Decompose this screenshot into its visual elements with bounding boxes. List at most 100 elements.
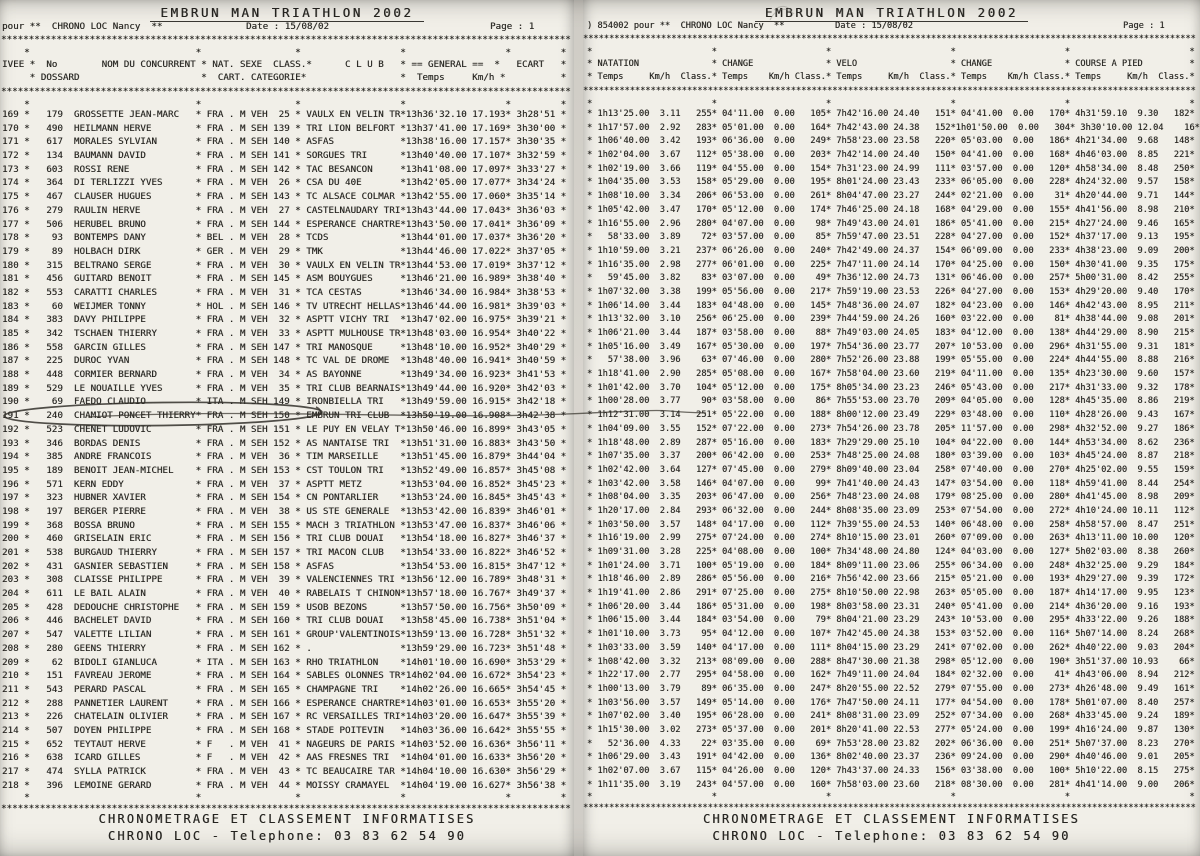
result-row-general: 205 * 428 DEDOUCHE CHRISTOPHE * FRA . M … (2, 601, 567, 613)
result-row-splits: * 1h05'42.00 3.47 170* 05'12.00 0.00 174… (587, 204, 1195, 215)
result-row-general: 200 * 460 GRISELAIN ERIC * FRA . M SEH 1… (2, 533, 567, 545)
result-row-general: 184 * 383 DAVY PHILIPPE * FRA . M VEH 32… (2, 314, 567, 326)
result-row-general: 189 * 529 LE NOUAILLE YVES * FRA . M VEH… (2, 382, 567, 394)
result-row-general: 214 * 507 DOYEN PHILIPPE * FRA . M SEH 1… (2, 724, 567, 736)
result-row-splits: * 1h07'35.00 3.37 200* 06'42.00 0.00 253… (587, 451, 1195, 462)
result-row-general: 208 * 280 GEENS THIERRY * FRA . M SEH 16… (2, 642, 567, 654)
column-separators: * * * * * * (2, 99, 567, 110)
result-row-splits: * 1h04'35.00 3.53 158* 05'29.00 0.00 195… (587, 177, 1195, 188)
result-row-general: 204 * 611 LE BAIL ALAIN * FRA . M VEH 40… (2, 588, 567, 600)
result-row-splits: * 1h18'46.00 2.89 286* 05'56.00 0.00 216… (587, 574, 1195, 585)
result-row-splits: * 1h12'31.00 3.14 251* 05'22.00 0.00 188… (587, 410, 1195, 421)
page-info-line: pour ** CHRONO LOC Nancy ** Date : 15/08… (0, 20, 574, 34)
result-row-splits: * 1h01'10.00 3.73 95* 04'12.00 0.00 107*… (587, 629, 1195, 640)
result-row-general: 198 * 197 BERGER PIERRE * FRA . M VEH 38… (2, 505, 567, 517)
result-row-splits: * 1h15'30.00 3.02 273* 05'37.00 0.00 201… (587, 724, 1195, 735)
race-title: EMBRUN MAN TRIATHLON 2002 (754, 5, 1029, 22)
table-border: ****************************************… (583, 86, 1196, 96)
table-border: ****************************************… (1, 86, 571, 97)
date-label: Date : 15/08/02 (246, 21, 329, 32)
page-right-split-times: EMBRUN MAN TRIATHLON 2002 ) 854002 pour … (583, 0, 1200, 856)
result-row-splits: * 1h09'31.00 3.28 225* 04'08.00 0.00 100… (587, 547, 1195, 557)
result-row-splits: * 1h17'57.00 2.92 283* 05'01.00 0.00 164… (587, 122, 1200, 133)
results-rows-splits: * 1h13'25.00 3.11 255* 04'11.00 0.00 105… (587, 108, 1200, 792)
result-row-splits: * 1h02'07.00 3.67 115* 04'26.00 0.00 120… (587, 766, 1195, 776)
result-row-general: 197 * 323 HUBNER XAVIER * FRA . M SEH 15… (2, 492, 567, 504)
results-rows-general: 169 * 179 GROSSETTE JEAN-MARC * FRA . M … (2, 108, 566, 792)
result-row-splits: * 1h04'09.00 3.55 152* 07'22.00 0.00 273… (587, 423, 1195, 434)
result-row-general: 193 * 346 BORDAS DENIS * FRA . M SEH 152… (2, 437, 567, 449)
result-row-splits: * 1h06'14.00 3.44 183* 04'48.00 0.00 145… (587, 300, 1195, 311)
result-row-splits: * 1h16'55.00 2.96 280* 04'07.00 0.00 98*… (587, 218, 1195, 229)
result-row-splits: * 1h02'19.00 3.66 119* 04'55.00 0.00 154… (587, 163, 1195, 174)
result-row-general: 207 * 547 VALETTE LILIAN * FRA . M SEH 1… (2, 629, 567, 641)
table-border: ****************************************… (1, 34, 571, 45)
result-row-splits: * 1h03'50.00 3.57 148* 04'17.00 0.00 112… (587, 519, 1195, 530)
result-row-general: 217 * 474 SYLLA PATRICK * FRA . M VEH 43… (2, 766, 567, 777)
result-row-general: 194 * 385 ANDRE FRANCOIS * FRA . M VEH 3… (2, 451, 567, 463)
result-row-splits: * 58'33.00 3.89 72* 03'57.00 0.00 85* 7h… (587, 232, 1195, 243)
result-row-splits: * 1h00'28.00 3.77 90* 03'58.00 0.00 86* … (587, 396, 1195, 407)
column-headers-line2: * Temps Km/h Class.* Temps Km/h Class.* … (587, 72, 1195, 82)
column-separators: * * * * * * (2, 792, 567, 803)
column-headers-line2: * DOSSARD * CART. CATEGORIE* * Temps Km/… (2, 72, 567, 83)
result-row-general: 218 * 396 LEMOINE GERARD * FRA . M VEH 4… (2, 779, 567, 791)
column-headers-line1: IVEE * No NOM DU CONCURRENT * NAT. SEXE … (2, 59, 567, 70)
result-row-splits: * 1h08'10.00 3.34 206* 06'53.00 0.00 261… (587, 191, 1195, 202)
result-row-splits: * 1h02'42.00 3.64 127* 07'45.00 0.00 279… (587, 464, 1195, 475)
result-row-general: 186 * 558 GARCIN GILLES * FRA . M SEH 14… (2, 341, 567, 353)
table-border: ****************************************… (583, 803, 1196, 813)
result-row-general: 201 * 538 BURGAUD THIERRY * FRA . M SEH … (2, 547, 567, 558)
result-row-general: 178 * 93 BONTEMPS DANY * BEL . M VEH 28 … (2, 232, 567, 244)
result-row-splits: * 1h06'15.00 3.44 184* 03'54.00 0.00 79*… (587, 615, 1195, 626)
corner-note: ) 854002 pour ** CHRONO LOC Nancy ** (587, 21, 785, 31)
result-row-general: 170 * 490 HEILMANN HERVE * FRA . M SEH 1… (2, 122, 567, 134)
page-number: Page : 1 (490, 21, 535, 32)
result-row-splits: * 1h16'35.00 2.98 277* 06'01.00 0.00 225… (587, 259, 1195, 270)
result-row-splits: * 1h07'32.00 3.38 199* 05'56.00 0.00 217… (587, 286, 1195, 297)
result-row-splits: * 1h07'02.00 3.40 195* 06'28.00 0.00 241… (587, 711, 1195, 722)
page-title: EMBRUN MAN TRIATHLON 2002 (0, 2, 574, 22)
result-row-splits: * 59'45.00 3.82 83* 03'07.00 0.00 49* 7h… (587, 273, 1195, 284)
result-row-general: 183 * 60 WEIJMER TONNY * HOL . M SEH 146… (2, 300, 567, 312)
result-row-splits: * 1h19'41.00 2.86 291* 07'25.00 0.00 275… (587, 588, 1195, 599)
table-border: ****************************************… (1, 803, 571, 814)
result-row-splits: * 1h06'29.00 3.43 191* 04'42.00 0.00 136… (587, 752, 1195, 763)
result-row-general: 169 * 179 GROSSETTE JEAN-MARC * FRA . M … (2, 109, 567, 120)
result-row-general: 181 * 456 GUITARD BENOIT * FRA . M SEH 1… (2, 273, 567, 285)
result-row-splits: * 1h06'21.00 3.44 187* 03'58.00 0.00 88*… (587, 328, 1195, 338)
result-row-general: 213 * 226 CHATELAIN OLIVIER * FRA . M SE… (2, 711, 567, 723)
result-row-general: 195 * 189 BENOIT JEAN-MICHEL * FRA . M S… (2, 464, 567, 476)
result-row-general: 215 * 652 TEYTAUT HERVE * F . M VEH 41 *… (2, 738, 567, 750)
result-row-splits: * 1h10'59.00 3.21 237* 06'26.00 0.00 240… (587, 245, 1195, 256)
result-row-general: 177 * 506 HERUBEL BRUNO * FRA . M SEH 14… (2, 218, 567, 230)
result-row-splits: * 1h06'40.00 3.42 193* 06'36.00 0.00 249… (587, 136, 1195, 147)
result-row-splits: * 1h05'16.00 3.49 167* 05'30.00 0.00 197… (587, 341, 1195, 352)
result-row-splits: * 1h01'42.00 3.70 104* 05'12.00 0.00 175… (587, 382, 1195, 393)
result-row-general: 172 * 134 BAUMANN DAVID * FRA . M SEH 14… (2, 150, 567, 162)
result-row-general: 180 * 315 BELTRANO SERGE * FRA . M VEH 3… (2, 259, 567, 271)
result-row-general: 174 * 364 DI TERLIZZI YVES * FRA . M VEH… (2, 177, 567, 189)
result-row-general: 212 * 288 PANNETIER LAURENT * FRA . M SE… (2, 697, 567, 709)
column-separators: * * * * * * (587, 99, 1195, 109)
result-row-general: 190 * 69 FAEDO CLAUDIO * ITA . M SEH 149… (2, 396, 567, 408)
result-row-splits: * 1h00'13.00 3.79 89* 06'35.00 0.00 247*… (587, 683, 1195, 694)
result-row-splits: * 1h20'17.00 2.84 293* 06'32.00 0.00 244… (587, 505, 1195, 516)
result-row-splits: * 57'38.00 3.96 63* 07'46.00 0.00 280* 7… (587, 355, 1195, 366)
result-row-splits: * 52'36.00 4.33 22* 03'35.00 0.00 69* 7h… (587, 738, 1195, 749)
result-row-general: 171 * 617 MORALES SYLVIAN * FRA . M SEH … (2, 136, 567, 148)
race-title: EMBRUN MAN TRIATHLON 2002 (150, 5, 424, 22)
result-row-general: 175 * 467 CLAUSER HUGUES * FRA . M SEH 1… (2, 191, 567, 203)
corner-note: pour ** CHRONO LOC Nancy ** (2, 21, 163, 32)
result-row-splits: * 1h03'56.00 3.57 149* 05'14.00 0.00 176… (587, 697, 1195, 708)
column-headers-line1: * NATATION * CHANGE * VELO * CHANGE * CO… (587, 59, 1195, 69)
result-row-splits: * 1h06'20.00 3.44 186* 05'31.00 0.00 198… (587, 601, 1195, 612)
column-separators: * * * * * * (587, 47, 1195, 57)
page-info-line: ) 854002 pour ** CHRONO LOC Nancy ** Dat… (583, 20, 1200, 34)
result-row-splits: * 1h03'33.00 3.59 140* 04'17.00 0.00 111… (587, 642, 1195, 653)
result-row-splits: * 1h11'35.00 3.19 243* 04'57.00 0.00 160… (587, 779, 1195, 790)
column-separators: * * * * * * (587, 792, 1195, 802)
result-row-general: 210 * 151 FAVREAU JEROME * FRA . M SEH 1… (2, 670, 567, 682)
result-row-splits: * 1h01'24.00 3.71 100* 05'19.00 0.00 184… (587, 560, 1195, 571)
result-row-general: 209 * 62 BIDOLI GIANLUCA * ITA . M SEH 1… (2, 656, 567, 668)
